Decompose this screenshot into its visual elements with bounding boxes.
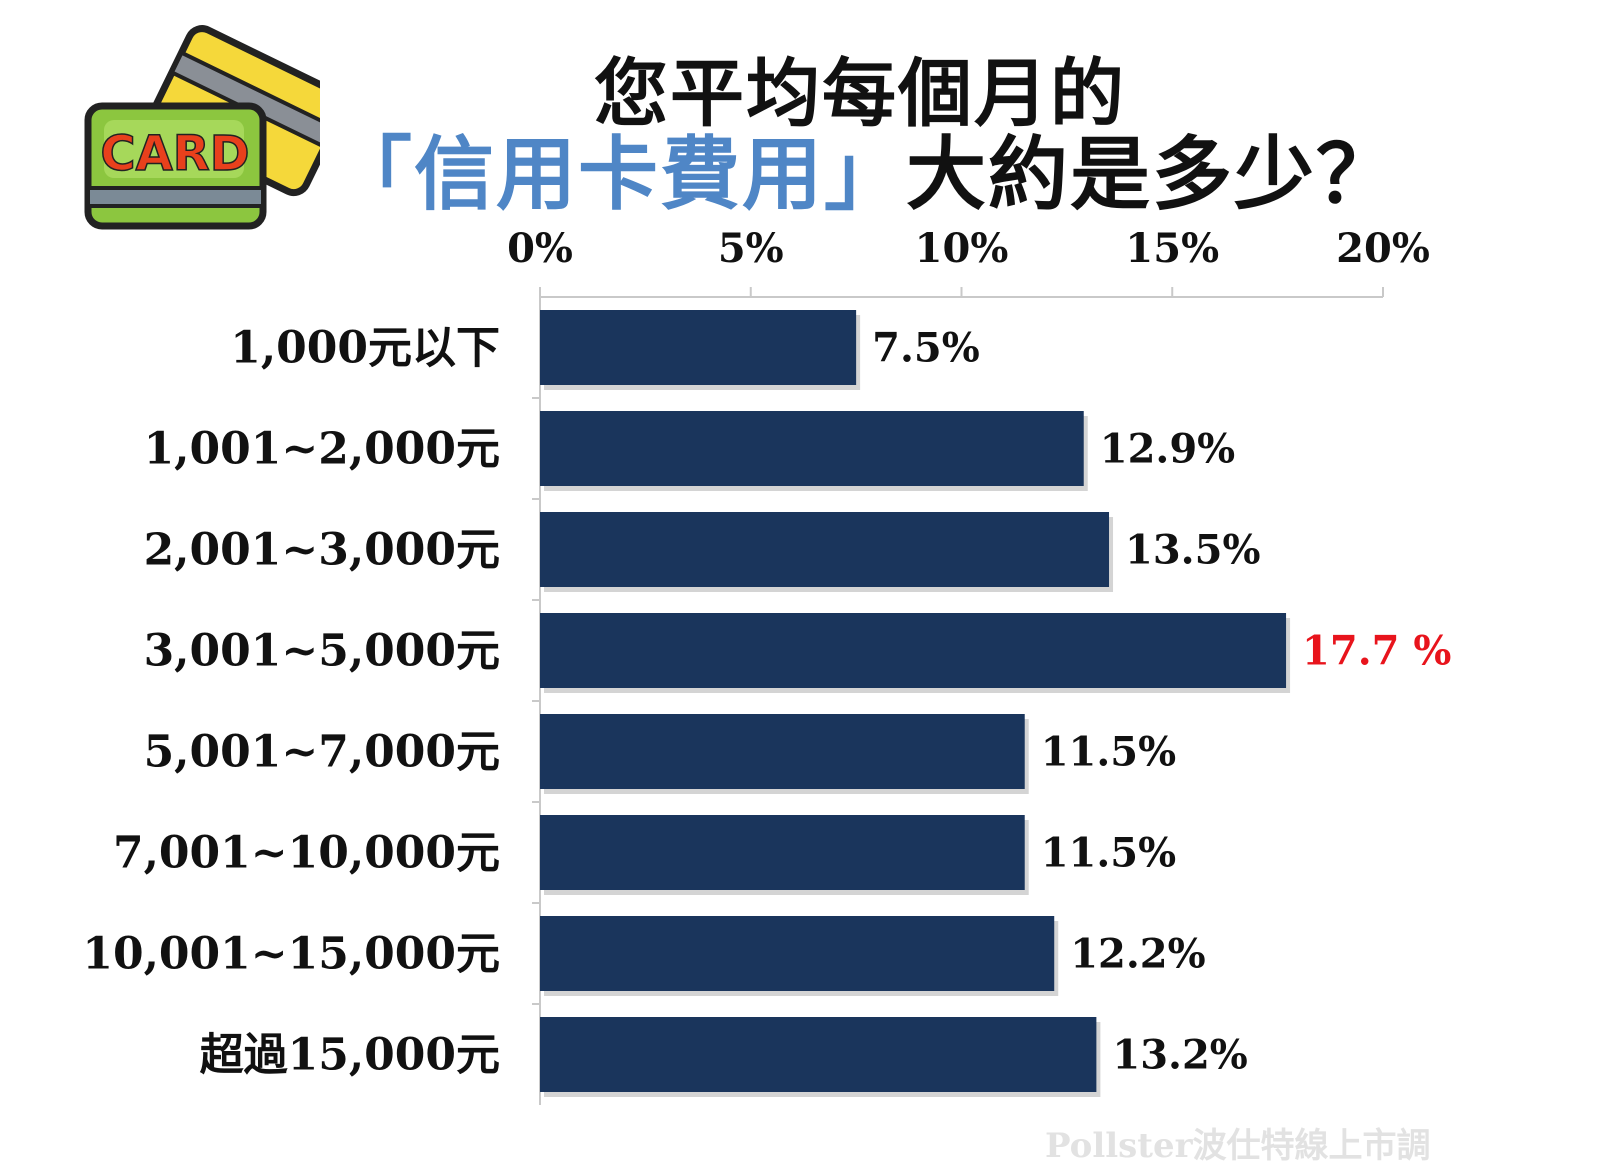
value-label: 13.2% — [1112, 1032, 1247, 1079]
bar — [540, 310, 857, 385]
category-label: 7,001~10,000元 — [113, 828, 500, 879]
bar — [540, 1017, 1097, 1092]
value-label: 7.5% — [872, 325, 980, 372]
bar — [540, 714, 1025, 789]
bar — [540, 815, 1025, 890]
bar — [540, 916, 1055, 991]
category-label: 超過15,000元 — [200, 1030, 500, 1081]
x-tick-label: 0% — [507, 225, 573, 272]
x-tick-label: 10% — [915, 225, 1009, 272]
x-tick-label: 5% — [718, 225, 784, 272]
x-tick-label: 15% — [1125, 225, 1219, 272]
value-label: 13.5% — [1125, 527, 1260, 574]
chart-title-line1: 您平均每個月的 — [594, 51, 1126, 137]
chart-title-highlight: 「信用卡費用」 — [332, 128, 906, 221]
value-label: 12.9% — [1100, 426, 1235, 473]
value-label: 12.2% — [1070, 931, 1205, 978]
bar — [540, 411, 1084, 486]
bar — [540, 613, 1287, 688]
category-label: 5,001~7,000元 — [144, 727, 500, 778]
category-label: 1,001~2,000元 — [144, 424, 500, 475]
logo-text: CARD — [100, 126, 249, 182]
value-label: 11.5% — [1041, 729, 1176, 776]
chart-title-rest: 大約是多少？ — [906, 128, 1398, 221]
bar — [540, 512, 1110, 587]
credit-card-icon: CARD — [84, 25, 320, 230]
watermark: Pollster波仕特線上市調 — [1045, 1126, 1431, 1166]
category-label: 10,001~15,000元 — [82, 929, 500, 980]
category-label: 3,001~5,000元 — [144, 626, 500, 677]
chart-title-line2: 「信用卡費用」大約是多少？ — [0, 110, 1600, 226]
value-label: 11.5% — [1041, 830, 1176, 877]
x-tick-label: 20% — [1336, 225, 1430, 272]
category-label: 1,000元以下 — [230, 323, 500, 374]
category-label: 2,001~3,000元 — [144, 525, 500, 576]
value-label: 17.7 % — [1302, 628, 1451, 675]
